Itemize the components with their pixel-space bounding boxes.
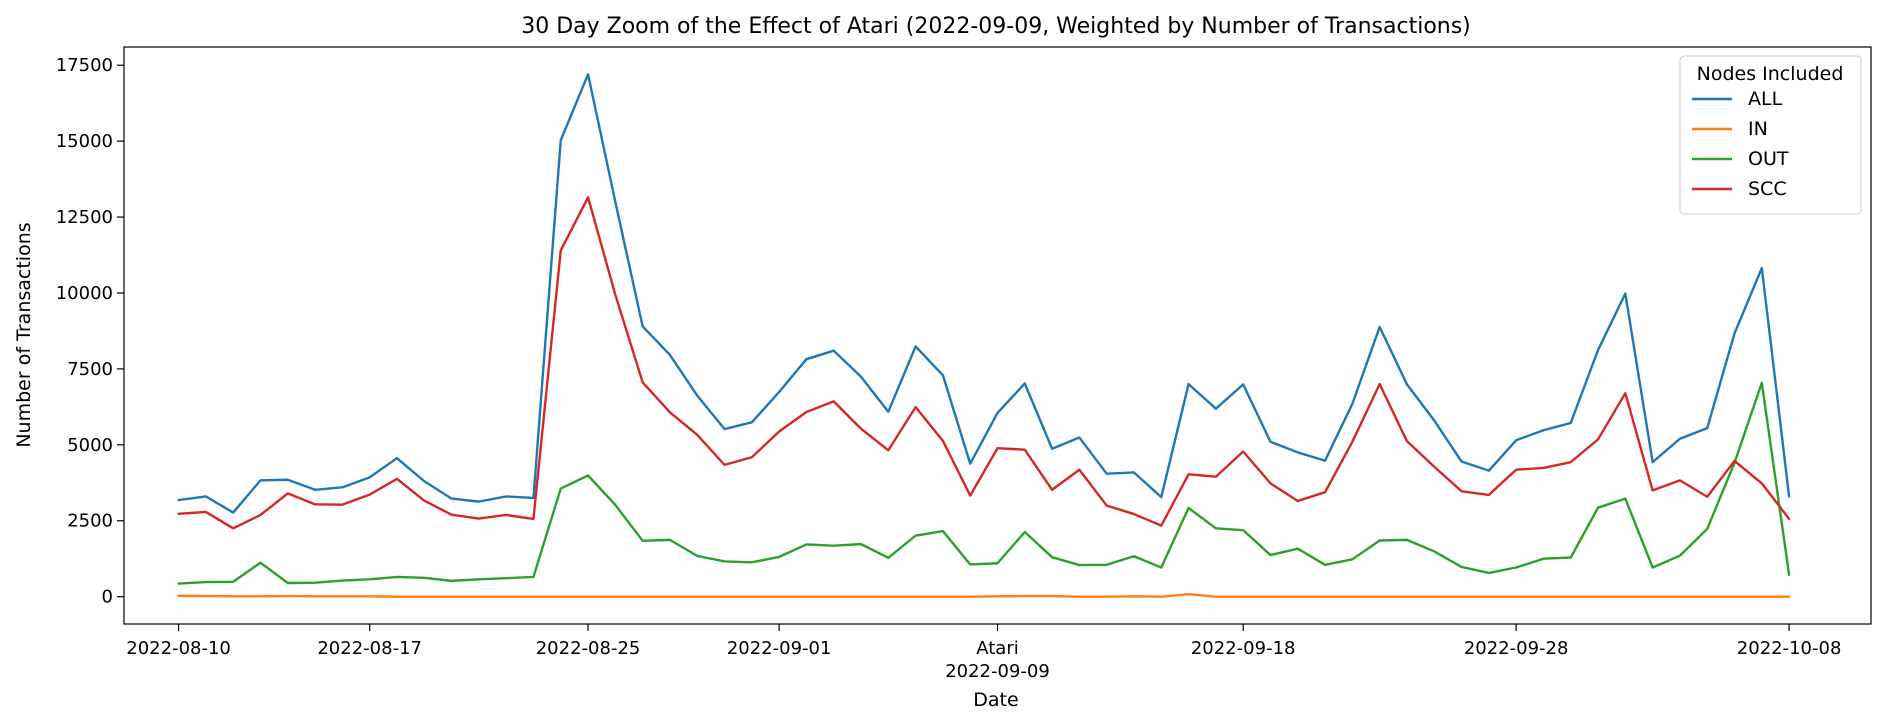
legend-label-all: ALL — [1748, 88, 1783, 110]
legend-label-out: OUT — [1748, 148, 1789, 170]
x-tick-label: 2022-08-17 — [317, 638, 422, 659]
x-axis-label: Date — [973, 689, 1018, 711]
legend-label-scc: SCC — [1748, 178, 1787, 200]
y-tick-label: 10000 — [56, 283, 113, 304]
series-line-out — [177, 381, 1791, 585]
legend-title: Nodes Included — [1697, 63, 1844, 85]
x-tick-label: Atari — [976, 638, 1019, 659]
x-tick-label: 2022-09-28 — [1464, 638, 1569, 659]
plot-frame — [123, 46, 1872, 625]
series-line-in — [177, 593, 1791, 598]
plot-area — [124, 47, 1871, 624]
legend-box — [1679, 55, 1862, 215]
y-tick-label: 12500 — [56, 207, 113, 228]
x-tick-label: 2022-09-01 — [727, 638, 832, 659]
y-axis-label: Number of Transactions — [13, 222, 35, 447]
y-tick-label: 7500 — [67, 359, 113, 380]
series-line-scc — [177, 196, 1791, 530]
x-tick-label: 2022-10-08 — [1737, 638, 1842, 659]
x-tick-label: 2022-08-10 — [126, 638, 231, 659]
series-line-all — [177, 73, 1791, 514]
x-tick-sublabel: 2022-09-09 — [945, 661, 1050, 682]
y-tick-label: 0 — [102, 587, 113, 608]
y-tick-label: 2500 — [67, 511, 113, 532]
x-axis-ticks: 2022-08-10 2022-08-17 2022-08-25 2022-09-01… — [126, 624, 1841, 682]
legend-label-in: IN — [1748, 118, 1768, 140]
legend: Nodes Included ALL IN OUT SCC — [1679, 55, 1862, 215]
x-tick-label: 2022-08-25 — [536, 638, 641, 659]
chart-title: 30 Day Zoom of the Effect of Atari (2022… — [521, 14, 1471, 39]
y-tick-label: 5000 — [67, 435, 113, 456]
y-tick-label: 17500 — [56, 55, 113, 76]
y-axis-ticks: 0 2500 5000 7500 10000 12500 15000 17500 — [56, 55, 124, 608]
y-tick-label: 15000 — [56, 131, 113, 152]
x-tick-label: 2022-09-18 — [1191, 638, 1296, 659]
series-lines — [177, 73, 1791, 598]
